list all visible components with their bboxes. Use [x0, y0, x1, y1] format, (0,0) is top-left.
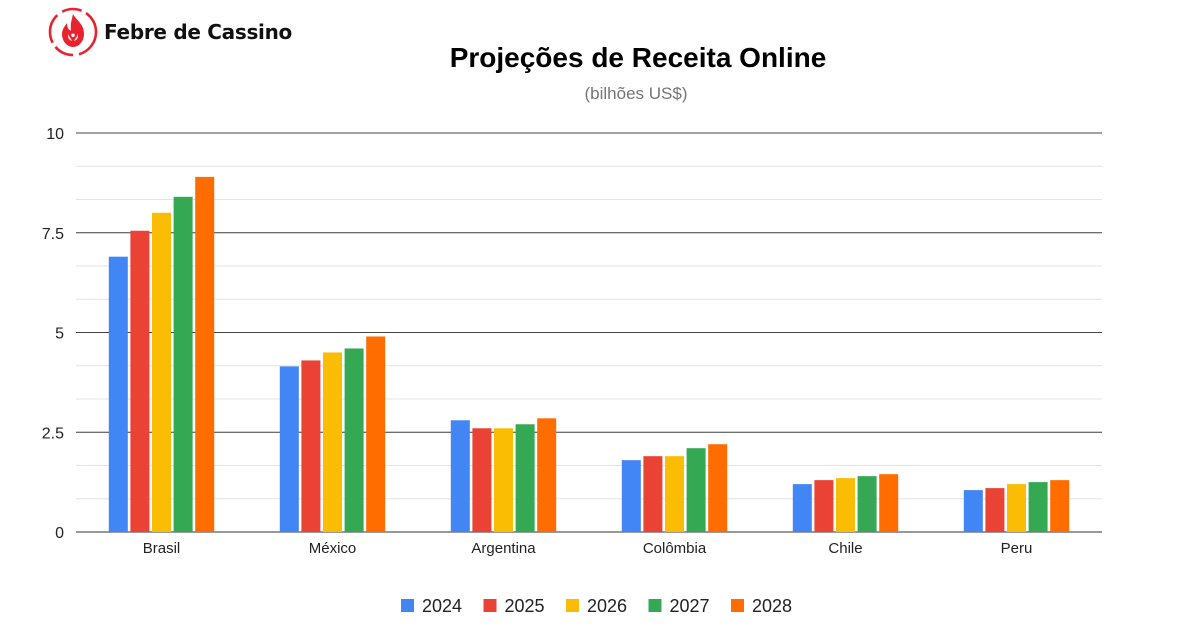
bar-2024-Colômbia — [621, 460, 641, 532]
bar-2028-Colômbia — [708, 444, 728, 532]
y-tick-label: 5 — [55, 326, 64, 343]
legend-swatch — [566, 599, 579, 612]
x-category-label: Argentina — [471, 540, 536, 557]
x-category-label: Peru — [1001, 540, 1033, 557]
x-category-label: Colômbia — [643, 540, 707, 557]
bar-2025-Chile — [814, 480, 834, 532]
bar-2026-Chile — [836, 478, 855, 532]
bar-2026-Brasil — [152, 212, 171, 533]
legend-item-2026: 2026 — [566, 596, 627, 616]
bar-2026-Colômbia — [665, 456, 684, 532]
bar-2026-México — [323, 352, 342, 532]
chart-subtitle: (bilhões US$) — [585, 84, 688, 103]
bar-2024-Argentina — [450, 420, 470, 532]
legend-item-2024: 2024 — [401, 596, 462, 616]
legend-label: 2027 — [670, 596, 710, 616]
legend-label: 2025 — [505, 596, 545, 616]
bar-2025-Peru — [985, 488, 1005, 532]
bar-2027-Brasil — [173, 196, 193, 532]
bar-2024-Chile — [792, 484, 812, 532]
x-category-label: Chile — [828, 540, 862, 557]
chart-axis-labels: 0 2.5 5 7.5 10 Brasil México Argentina Colômbia C… — [42, 126, 1033, 557]
brand-name: Febre de Cassino — [104, 20, 292, 44]
legend-swatch — [731, 599, 744, 612]
x-category-label: Brasil — [143, 540, 181, 557]
bar-2027-Colômbia — [686, 448, 706, 532]
bar-2025-Brasil — [130, 230, 150, 532]
legend-label: 2028 — [752, 596, 792, 616]
y-tick-label: 10 — [46, 126, 64, 143]
bar-2026-Peru — [1007, 484, 1026, 532]
y-tick-label: 2.5 — [42, 425, 64, 442]
bar-2025-Argentina — [472, 428, 492, 532]
bar-2026-Argentina — [494, 428, 513, 532]
chart-grid — [76, 132, 1102, 533]
chart-legend: 2024 2025 2026 2027 2028 — [401, 596, 792, 616]
bar-2027-Argentina — [515, 424, 535, 532]
y-tick-label: 0 — [55, 525, 64, 542]
brand-header: Febre de Cassino — [48, 6, 292, 58]
chart-title: Projeções de Receita Online — [450, 42, 827, 73]
x-category-label: México — [309, 540, 357, 557]
bar-2027-México — [344, 348, 364, 532]
bar-2028-Argentina — [537, 418, 557, 532]
legend-item-2027: 2027 — [648, 596, 710, 616]
legend-swatch — [401, 599, 414, 612]
bar-2024-Brasil — [108, 256, 128, 532]
bar-2025-Colômbia — [643, 456, 663, 532]
legend-label: 2024 — [422, 596, 462, 616]
flame-map-pin-icon — [48, 7, 98, 57]
chart-bars — [108, 176, 1070, 533]
legend-item-2028: 2028 — [731, 596, 792, 616]
bar-2024-Peru — [963, 490, 983, 532]
bar-2025-México — [301, 360, 321, 532]
bar-2028-Brasil — [195, 176, 215, 532]
bar-2028-Peru — [1050, 480, 1070, 532]
legend-label: 2026 — [587, 596, 627, 616]
legend-swatch — [648, 599, 662, 612]
bar-2027-Chile — [857, 476, 877, 532]
legend-item-2025: 2025 — [483, 596, 545, 616]
bar-2024-México — [279, 366, 299, 532]
y-tick-label: 7.5 — [42, 226, 64, 243]
legend-swatch — [483, 599, 497, 612]
bar-2028-México — [366, 336, 386, 532]
bar-2027-Peru — [1028, 482, 1048, 532]
bar-2028-Chile — [879, 474, 899, 532]
